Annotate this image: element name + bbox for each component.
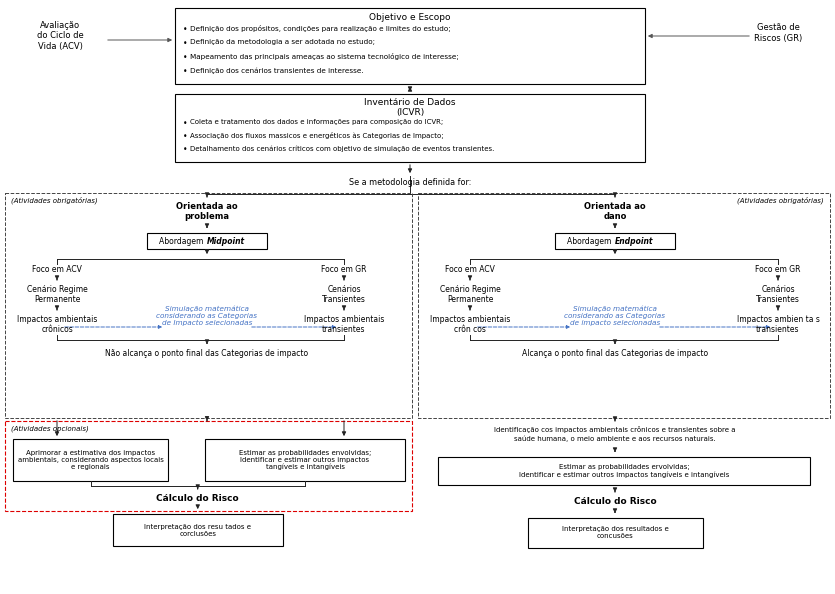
Text: Definição dos cenários transientes de interesse.: Definição dos cenários transientes de in… — [190, 67, 363, 74]
Text: Alcança o ponto final das Categorias de impacto: Alcança o ponto final das Categorias de … — [522, 349, 708, 358]
Text: Gestão de
Riscos (GR): Gestão de Riscos (GR) — [754, 23, 802, 43]
Text: Objetivo e Escopo: Objetivo e Escopo — [369, 13, 451, 22]
Text: (Atividades obrigatórias): (Atividades obrigatórias) — [737, 197, 824, 204]
Text: Endpoint: Endpoint — [615, 236, 654, 245]
Text: Impactos ambientais
crôn cos: Impactos ambientais crôn cos — [430, 315, 510, 334]
Text: Foco em ACV: Foco em ACV — [32, 265, 82, 274]
Bar — [5, 193, 412, 418]
Text: Simulação matemática
considerando as Categorias
de impacto selecionadas: Simulação matemática considerando as Cat… — [564, 305, 665, 326]
Text: •: • — [183, 39, 187, 48]
Text: (Atividades obrigatórias): (Atividades obrigatórias) — [11, 197, 98, 204]
Text: Cenário Regime
Permanente: Cenário Regime Permanente — [439, 285, 500, 304]
Text: Identificação cos impactos ambientais crônicos e transientes sobre a: Identificação cos impactos ambientais cr… — [494, 426, 736, 433]
Text: •: • — [183, 53, 187, 62]
Text: Mapeamento das principais ameaças ao sistema tecnológico de interesse;: Mapeamento das principais ameaças ao sis… — [190, 53, 458, 60]
Text: •: • — [183, 145, 187, 154]
Text: •: • — [183, 119, 187, 128]
Bar — [528, 518, 702, 548]
Text: Cenários
Transientes: Cenários Transientes — [322, 285, 366, 304]
Bar — [438, 457, 810, 485]
Text: •: • — [183, 132, 187, 141]
Text: Impactos ambientais
transientes: Impactos ambientais transientes — [304, 315, 384, 334]
Text: Detalhamento dos cenários críticos com objetivo de simulação de eventos transien: Detalhamento dos cenários críticos com o… — [190, 145, 494, 151]
Bar — [5, 421, 412, 511]
Text: Se a metodologia definida for:: Se a metodologia definida for: — [349, 178, 471, 187]
Text: Definição da metodologia a ser adotada no estudo;: Definição da metodologia a ser adotada n… — [190, 39, 375, 45]
Text: Estimar as probabilidades envolvidas;
Identificar e estimar outros impactos
tang: Estimar as probabilidades envolvidas; Id… — [239, 450, 372, 470]
Text: Foco em ACV: Foco em ACV — [445, 265, 495, 274]
Text: Midpoint: Midpoint — [207, 236, 245, 245]
Text: saúde humana, o meio ambiente e aos recursos naturais.: saúde humana, o meio ambiente e aos recu… — [514, 436, 716, 443]
Bar — [175, 8, 645, 84]
Text: Não alcança o ponto final das Categorias de impacto: Não alcança o ponto final das Categorias… — [105, 349, 309, 358]
Text: Inventário de Dados: Inventário de Dados — [364, 98, 456, 107]
Text: Definição dos propósitos, condições para realização e limites do estudo;: Definição dos propósitos, condições para… — [190, 25, 451, 32]
Text: Cálculo do Risco: Cálculo do Risco — [156, 494, 239, 503]
Text: Foco em GR: Foco em GR — [755, 265, 801, 274]
Bar — [418, 193, 830, 418]
Bar — [113, 514, 283, 546]
Text: Associação dos fluxos massicos e energéticos às Categorias de Impacto;: Associação dos fluxos massicos e energét… — [190, 132, 443, 139]
Text: •: • — [183, 67, 187, 76]
Text: Foco em GR: Foco em GR — [321, 265, 367, 274]
Text: Impactos ambien ta s
transientes: Impactos ambien ta s transientes — [736, 315, 819, 334]
Text: Orientada ao
dano: Orientada ao dano — [584, 202, 645, 222]
Text: Simulação matemática
considerando as Categorias
de Impacto selecionadas: Simulação matemática considerando as Cat… — [156, 305, 257, 326]
Text: Orientada ao
problema: Orientada ao problema — [176, 202, 238, 222]
Text: Cálculo do Risco: Cálculo do Risco — [574, 497, 656, 506]
Text: (ICVR): (ICVR) — [396, 108, 424, 117]
Text: Impactos ambientais
crônicos: Impactos ambientais crônicos — [17, 315, 97, 334]
Bar — [175, 94, 645, 162]
Text: Cenário Regime
Permanente: Cenário Regime Permanente — [27, 285, 88, 304]
Text: (Atividades opcionais): (Atividades opcionais) — [11, 425, 89, 432]
Text: Aprimorar a estimativa dos impactos
ambientais, considerando aspectos locais
e r: Aprimorar a estimativa dos impactos ambi… — [18, 450, 164, 470]
Bar — [13, 439, 168, 481]
Text: Avaliação
do Ciclo de
Vida (ACV): Avaliação do Ciclo de Vida (ACV) — [37, 21, 84, 51]
Text: Abordagem: Abordagem — [567, 236, 614, 245]
Text: •: • — [183, 25, 187, 34]
Text: Interpretação dos resu tados e
corclusões: Interpretação dos resu tados e corclusõe… — [144, 523, 251, 536]
Bar — [147, 233, 267, 249]
Bar — [205, 439, 405, 481]
Text: Interpretação dos resultados e
concusões: Interpretação dos resultados e concusões — [562, 526, 668, 539]
Text: Coleta e tratamento dos dados e informações para composição do ICVR;: Coleta e tratamento dos dados e informaç… — [190, 119, 443, 125]
Text: Abordagem: Abordagem — [159, 236, 206, 245]
Bar — [555, 233, 675, 249]
Text: Estimar as probabilidades ervolvidas;
Identificar e estimar outros impactos tang: Estimar as probabilidades ervolvidas; Id… — [519, 464, 729, 478]
Text: Cenários
Transientes: Cenários Transientes — [756, 285, 800, 304]
